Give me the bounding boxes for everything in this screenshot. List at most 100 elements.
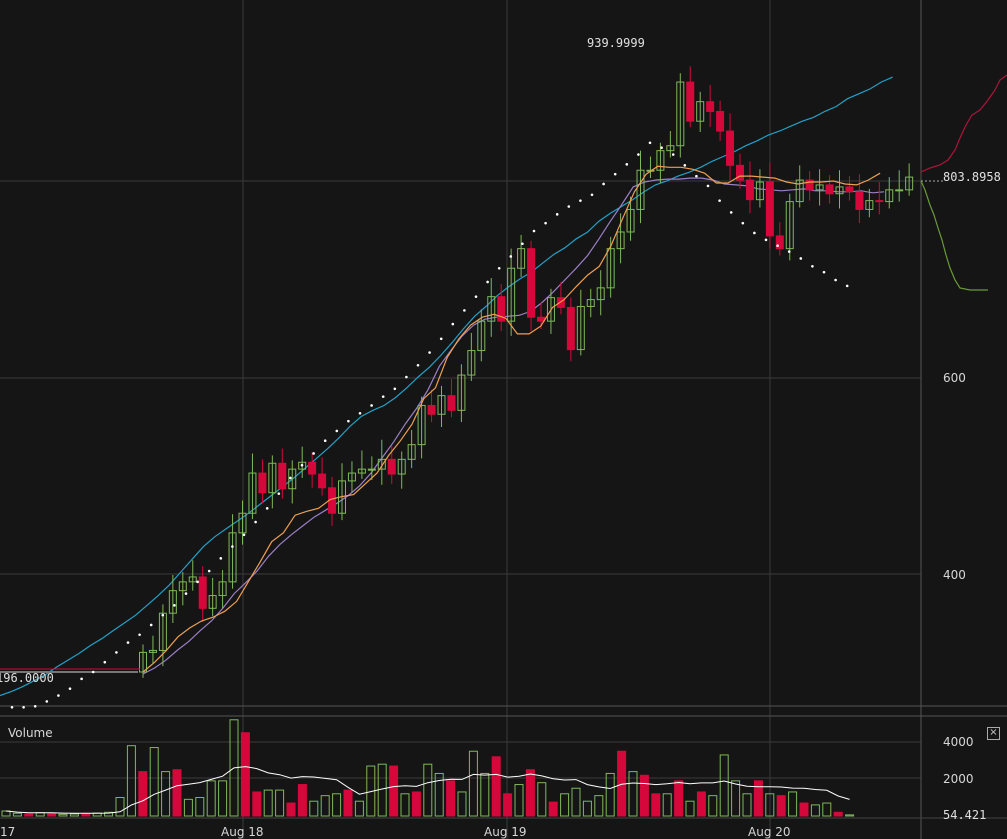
candle-down (825, 184, 834, 195)
volume-panel-label: Volume (8, 726, 53, 740)
volume-bar (218, 780, 228, 817)
candle-up (546, 297, 555, 322)
volume-bar (548, 801, 558, 817)
volume-bar (434, 772, 444, 817)
candle-down (447, 395, 456, 411)
axis-labels: 600 400 803.8958 939.9999 196.0000 4000 … (0, 36, 1001, 839)
candle-up (616, 231, 625, 250)
candle-down (726, 130, 735, 166)
sar-dot (741, 221, 745, 225)
candle-down (845, 186, 854, 193)
high-label: 939.9999 (587, 36, 645, 50)
sar-dot (648, 141, 652, 145)
candle-up (795, 179, 804, 203)
candle-up (626, 208, 635, 233)
volume-bar (206, 780, 216, 817)
sar-dot (277, 492, 281, 495)
candle-up (168, 590, 177, 614)
candle-up (397, 458, 406, 475)
sar-dot (173, 604, 176, 607)
sar-dot (115, 651, 118, 654)
sar-dot (161, 613, 165, 617)
volume-bar (480, 772, 490, 817)
ask-depth-line (920, 74, 1007, 173)
candle-up (367, 468, 376, 471)
candle-down (258, 472, 267, 494)
sar-dot (80, 677, 83, 681)
sar-dot (347, 419, 350, 423)
sar-dot (219, 557, 223, 560)
volume-bar (639, 774, 649, 817)
candle-up (268, 462, 277, 494)
sar-dot (532, 229, 536, 233)
ema-fast-path (142, 165, 881, 673)
sar-dot (509, 255, 513, 258)
volume-bar (343, 789, 353, 817)
ema-slow-path (142, 177, 885, 675)
candle-down (716, 110, 725, 132)
volume-bar (696, 791, 706, 817)
candle-up (467, 350, 476, 376)
sar-dot (254, 520, 257, 524)
low-label: 196.0000 (0, 671, 54, 685)
sar-dot (834, 278, 837, 282)
sma-long-path (0, 76, 893, 697)
candle-down (805, 179, 814, 191)
volume-bar (674, 780, 684, 817)
sar-dot (265, 507, 269, 510)
candle-up (288, 468, 297, 490)
candle-up (865, 200, 874, 210)
candle-up (885, 189, 894, 203)
volume-bar (195, 797, 205, 817)
candle-down (497, 296, 506, 322)
sar-dot (463, 309, 466, 312)
sar-dot (22, 705, 25, 709)
volume-bar (252, 791, 262, 817)
volume-bar (628, 771, 638, 817)
sar-dot (590, 193, 594, 197)
candle-down (308, 461, 317, 475)
sar-dot (10, 705, 14, 709)
candle-up (417, 404, 426, 446)
candle-up (357, 468, 366, 474)
volume-bar (183, 798, 193, 817)
candle-up (457, 374, 466, 411)
sar-dot (555, 213, 559, 216)
sar-dot (335, 429, 339, 433)
candle-up (377, 458, 386, 470)
x-label-aug-18: Aug 18 (221, 825, 264, 839)
candle-up (238, 512, 247, 534)
candle-up (666, 145, 675, 152)
volume-bar (525, 769, 535, 817)
sar-dot (613, 172, 617, 176)
volume-bar (47, 812, 57, 817)
sar-dot (625, 163, 629, 166)
volume-bar (286, 802, 296, 817)
candle-up (606, 248, 615, 289)
depth-chart (920, 74, 1007, 291)
sar-dot (729, 211, 733, 214)
candle-up (218, 581, 227, 597)
close-icon[interactable]: × (987, 727, 1000, 740)
sar-dot (845, 284, 849, 288)
sar-dot (451, 322, 455, 326)
ema-fast-line (142, 165, 881, 673)
sar-dot (718, 199, 721, 202)
volume-bar (833, 811, 843, 817)
sar-dot (822, 270, 826, 274)
candle-down (318, 473, 327, 489)
candle-up (676, 81, 685, 147)
candle-up (228, 532, 237, 583)
candle-up (188, 576, 197, 583)
volume-bar (115, 797, 125, 817)
candle-down (775, 235, 784, 250)
volume-bars (1, 719, 855, 817)
volume-bar (446, 780, 456, 817)
volume-bar (354, 800, 364, 817)
volume-bar (560, 793, 570, 817)
sar-dot (126, 641, 130, 644)
volume-bar (594, 795, 604, 817)
sar-dot (799, 257, 803, 260)
volume-bar (172, 769, 182, 817)
